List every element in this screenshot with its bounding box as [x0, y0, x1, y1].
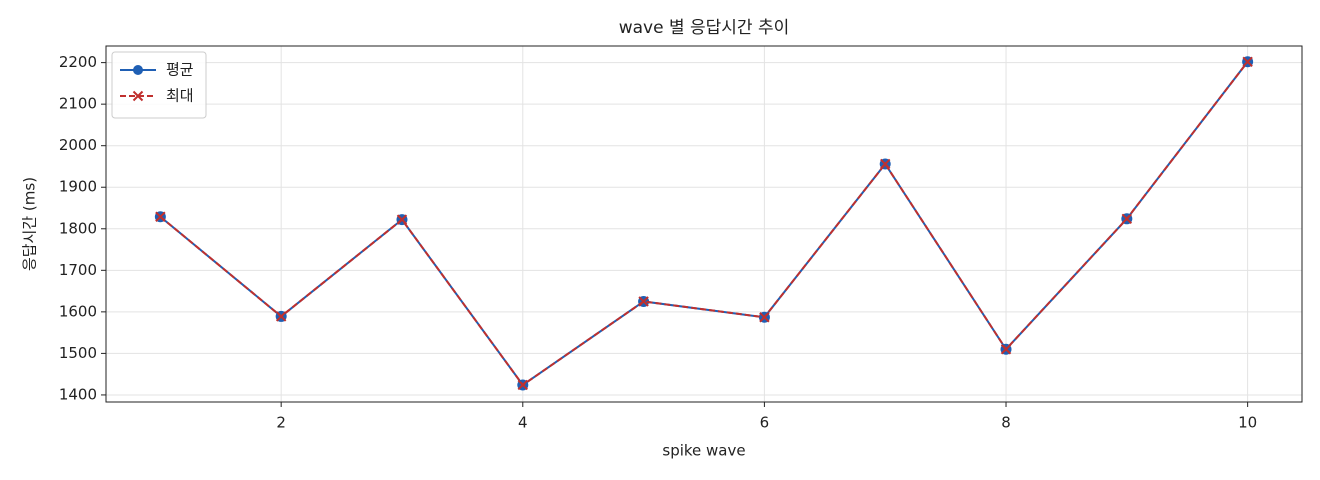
y-tick-label: 1600	[59, 302, 97, 320]
marker	[1242, 56, 1253, 67]
y-tick-label: 1700	[59, 261, 97, 279]
x-tick-label: 4	[518, 414, 528, 432]
plot-frame	[105, 45, 1303, 403]
y-tick-label: 1800	[59, 219, 97, 237]
marker	[1000, 344, 1012, 355]
series-line	[159, 61, 1249, 387]
y-tick-label: 1500	[59, 344, 97, 362]
marker	[1121, 213, 1133, 225]
marker	[880, 158, 891, 170]
x-tick-label: 8	[1001, 414, 1011, 432]
marker	[275, 311, 287, 322]
marker	[759, 312, 770, 323]
y-tick-label: 2100	[59, 95, 97, 113]
y-axis-label: 응답시간 (ms)	[21, 177, 39, 271]
legend-label: 평균	[166, 61, 194, 79]
y-tick-label: 2200	[59, 53, 97, 71]
y-tick-label: 2000	[59, 136, 97, 154]
legend-label: 최대	[166, 87, 194, 105]
x-tick-label: 2	[276, 414, 286, 432]
x-tick-label: 10	[1238, 414, 1257, 432]
marker	[155, 211, 166, 222]
chart-title: wave 별 응답시간 추이	[619, 18, 790, 38]
marker	[517, 379, 528, 391]
series-line	[159, 61, 1249, 387]
y-tick-label: 1400	[59, 385, 97, 403]
x-axis-label: spike wave	[662, 442, 745, 460]
legend-marker	[133, 65, 143, 75]
legend-marker	[132, 90, 144, 102]
marker	[638, 296, 649, 307]
marker	[396, 214, 408, 225]
x-tick-label: 6	[760, 414, 770, 432]
y-tick-label: 1900	[59, 178, 97, 196]
